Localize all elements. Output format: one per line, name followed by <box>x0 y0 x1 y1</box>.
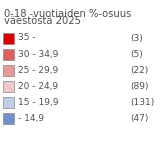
Text: 30 - 34,9: 30 - 34,9 <box>18 49 58 59</box>
Bar <box>3 97 14 107</box>
Bar <box>3 65 14 75</box>
Text: 25 - 29,9: 25 - 29,9 <box>18 66 58 74</box>
Bar <box>3 80 14 92</box>
Text: (3): (3) <box>130 33 143 42</box>
Text: (131): (131) <box>130 98 154 106</box>
Text: (22): (22) <box>130 66 148 74</box>
Text: (89): (89) <box>130 81 148 91</box>
Text: 0-18 -vuotiaiden %-osuus: 0-18 -vuotiaiden %-osuus <box>4 9 131 19</box>
Text: 35 -: 35 - <box>18 33 36 42</box>
Bar <box>3 33 14 44</box>
Text: - 14,9: - 14,9 <box>18 113 44 122</box>
Text: väestöstä 2025: väestöstä 2025 <box>4 16 81 26</box>
Text: (47): (47) <box>130 113 148 122</box>
Text: 20 - 24,9: 20 - 24,9 <box>18 81 58 91</box>
Text: (5): (5) <box>130 49 143 59</box>
Text: 15 - 19,9: 15 - 19,9 <box>18 98 58 106</box>
Bar <box>3 48 14 60</box>
Bar <box>3 113 14 124</box>
